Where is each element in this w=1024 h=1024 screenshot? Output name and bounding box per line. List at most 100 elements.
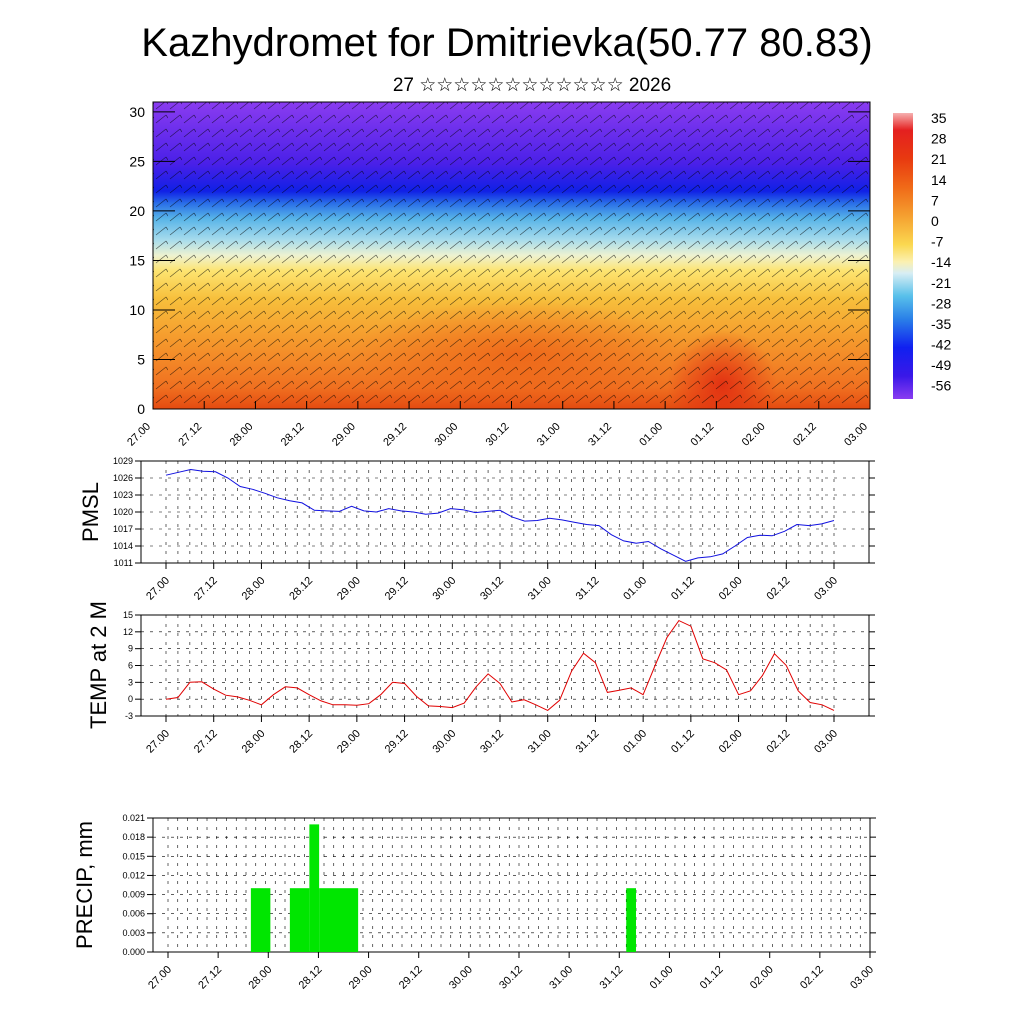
y-tick-label: -3 xyxy=(125,711,133,721)
x-tick-label: 31.12 xyxy=(574,575,602,603)
y-tick-label: 0.015 xyxy=(122,851,145,861)
x-tick-label: 27.12 xyxy=(192,728,220,756)
y-tick-label: 9 xyxy=(128,644,133,654)
x-tick-label: 28.00 xyxy=(246,964,274,992)
x-tick-label: 29.00 xyxy=(347,964,375,992)
y-tick-label: 1014 xyxy=(113,541,133,551)
y-tick-label: 1017 xyxy=(113,524,133,534)
x-tick-label: 01.00 xyxy=(648,964,676,992)
x-tick-label: 27.12 xyxy=(176,421,204,449)
colorbar-label: -28 xyxy=(931,295,951,311)
x-tick-label: 01.00 xyxy=(637,421,665,449)
x-tick-label: 27.00 xyxy=(125,421,153,449)
y-tick-label: 1020 xyxy=(113,507,133,517)
y-tick-label: 0.000 xyxy=(122,947,145,957)
precip-bar xyxy=(319,888,359,952)
precip-y-axis: 0.021 0.018 0.015 0.012 0.009 0.006 0.003 0.000 xyxy=(122,813,876,957)
x-tick-label: 01.00 xyxy=(621,575,649,603)
x-tick-label: 27.00 xyxy=(146,964,174,992)
x-tick-label: 31.00 xyxy=(526,575,554,603)
y-tick-label: 15 xyxy=(123,610,133,620)
temp-series-line xyxy=(165,619,835,711)
x-tick-label: 27.00 xyxy=(144,575,172,603)
colorbar-label: 7 xyxy=(931,192,939,208)
x-tick-label: 28.12 xyxy=(279,421,307,449)
y-tick-label: 0 xyxy=(128,694,133,704)
x-tick-label: 03.00 xyxy=(812,728,840,756)
y-tick-label: 3 xyxy=(128,677,133,687)
colorbar-label: 0 xyxy=(931,213,939,229)
colorbar: 35 28 21 14 7 0 -7 -14 -21 -28 -35 -42 -49 -56 xyxy=(893,110,951,399)
colorbar-label: -49 xyxy=(931,357,951,373)
wind-barbs xyxy=(153,102,870,409)
y-tick-label: 20 xyxy=(129,203,145,219)
precip-axis-label: PRECIP, mm xyxy=(72,821,97,949)
x-tick-label: 30.00 xyxy=(430,575,458,603)
temp-panel: 15 12 9 6 3 0 -3 27.00 27.12 28.00 28.12 29.00 29.1… xyxy=(86,601,875,756)
x-tick-label: 01.12 xyxy=(698,964,726,992)
x-tick-label: 30.12 xyxy=(478,728,506,756)
y-tick-label: 25 xyxy=(129,153,145,169)
x-tick-label: 27.12 xyxy=(196,964,224,992)
pmsl-grid xyxy=(141,460,869,564)
x-tick-label: 27.12 xyxy=(192,575,220,603)
y-tick-label: 10 xyxy=(129,302,145,318)
x-tick-label: 31.00 xyxy=(547,964,575,992)
colorbar-label: -7 xyxy=(931,234,944,250)
colorbar-scale xyxy=(893,113,913,399)
x-tick-label: 02.12 xyxy=(764,575,792,603)
temp-x-axis: 27.00 27.12 28.00 28.12 29.00 29.12 30.00 30.12… xyxy=(144,716,840,756)
x-tick-label: 31.00 xyxy=(535,421,563,449)
precip-panel: 0.021 0.018 0.015 0.012 0.009 0.006 0.003 0.000… xyxy=(72,813,876,992)
y-tick-label: 12 xyxy=(123,627,133,637)
x-tick-label: 31.00 xyxy=(526,728,554,756)
x-tick-label: 31.12 xyxy=(574,728,602,756)
x-tick-label: 31.12 xyxy=(597,964,625,992)
colorbar-label: -14 xyxy=(931,254,951,270)
x-tick-label: 27.00 xyxy=(144,728,172,756)
precip-bar xyxy=(626,888,636,952)
x-tick-label: 02.12 xyxy=(764,728,792,756)
x-tick-label: 30.00 xyxy=(432,421,460,449)
y-tick-label: 0.018 xyxy=(122,832,145,842)
y-tick-label: 6 xyxy=(128,661,133,671)
colorbar-label: 21 xyxy=(931,151,947,167)
x-tick-label: 29.12 xyxy=(381,421,409,449)
y-tick-label: 5 xyxy=(137,351,145,367)
precip-bar xyxy=(289,888,310,952)
colorbar-label: 14 xyxy=(931,172,947,188)
precip-frame xyxy=(152,817,871,953)
colorbar-label: -21 xyxy=(931,275,951,291)
x-tick-label: 01.00 xyxy=(621,728,649,756)
y-tick-label: 1026 xyxy=(113,473,133,483)
x-tick-label: 02.00 xyxy=(740,421,768,449)
chart-subtitle: 27 ☆☆☆☆☆☆☆☆☆☆☆☆ 2026 xyxy=(393,75,671,96)
x-tick-label: 29.00 xyxy=(335,575,363,603)
x-tick-label: 01.12 xyxy=(689,421,717,449)
x-tick-label: 02.12 xyxy=(798,964,826,992)
x-tick-label: 28.12 xyxy=(287,575,315,603)
y-tick-label: 15 xyxy=(129,252,145,268)
x-tick-label: 30.00 xyxy=(430,728,458,756)
y-tick-label: 0.021 xyxy=(122,813,145,823)
x-tick-label: 29.00 xyxy=(330,421,358,449)
x-tick-label: 30.12 xyxy=(478,575,506,603)
x-tick-label: 29.12 xyxy=(383,728,411,756)
x-tick-label: 02.00 xyxy=(717,575,745,603)
precip-bar xyxy=(250,888,271,952)
y-tick-label: 0.006 xyxy=(122,909,145,919)
precip-grid xyxy=(153,817,871,953)
x-tick-label: 03.00 xyxy=(848,964,876,992)
x-tick-label: 30.12 xyxy=(497,964,525,992)
colorbar-label: 28 xyxy=(931,131,947,147)
x-tick-label: 29.12 xyxy=(397,964,425,992)
pmsl-series-line xyxy=(165,468,835,562)
y-tick-label: 1011 xyxy=(114,558,133,568)
temp-axis-label: TEMP at 2 M xyxy=(86,601,111,729)
y-tick-label: 0 xyxy=(137,401,145,417)
cross-section-panel: 0 5 10 15 20 25 30 27.00 27.12 28.00 28.12 29.00 29… xyxy=(125,101,871,449)
y-tick-label: 30 xyxy=(129,104,145,120)
y-tick-label: 0.009 xyxy=(122,890,145,900)
